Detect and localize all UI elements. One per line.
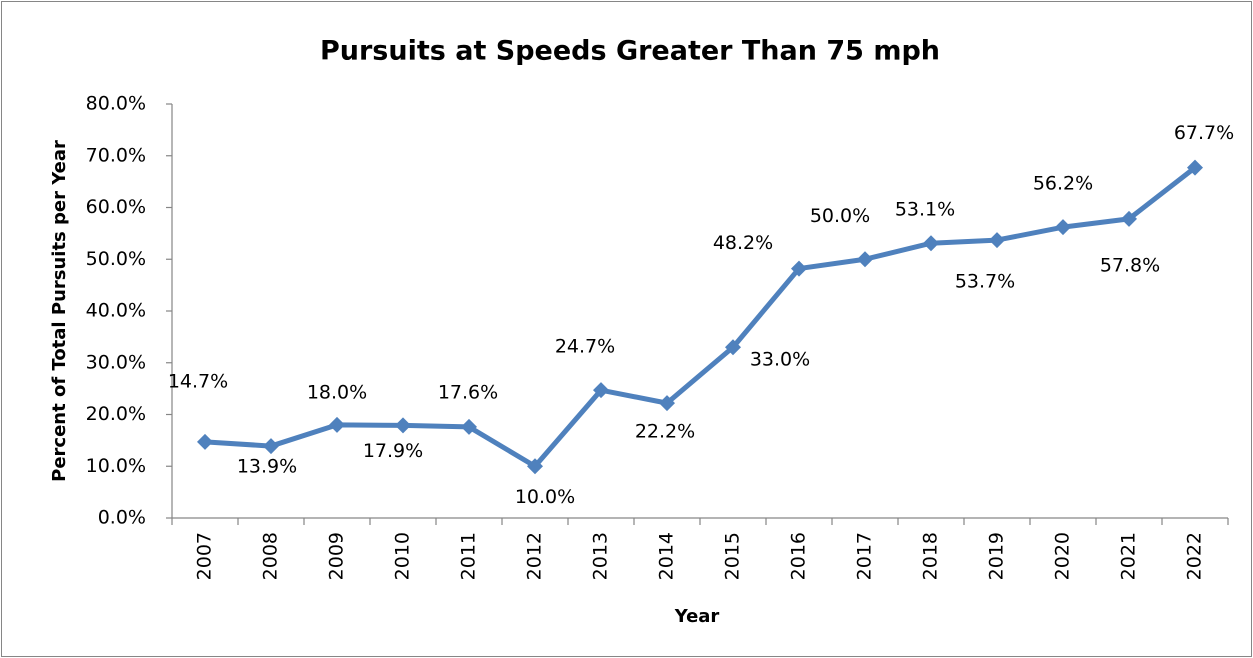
data-point	[395, 417, 411, 434]
data-label: 13.9%	[237, 456, 297, 478]
x-tick-label: 2014	[656, 532, 678, 580]
data-label: 33.0%	[750, 349, 810, 371]
x-axis-label: Year	[674, 606, 720, 627]
x-tick-label: 2020	[1052, 532, 1074, 580]
y-tick-label: 40.0%	[86, 300, 146, 322]
data-point	[923, 235, 939, 252]
data-label: 56.2%	[1033, 173, 1093, 195]
data-label: 53.1%	[895, 199, 955, 221]
y-tick-label: 70.0%	[86, 144, 146, 166]
data-point	[263, 438, 279, 455]
data-point	[527, 458, 543, 475]
x-tick-label: 2018	[920, 532, 942, 580]
x-tick-label: 2008	[260, 532, 282, 580]
data-point	[461, 418, 477, 435]
data-point	[1187, 159, 1203, 176]
data-point	[593, 382, 609, 399]
x-tick-label: 2021	[1118, 532, 1140, 580]
y-tick-label: 10.0%	[86, 455, 146, 477]
data-label: 48.2%	[713, 232, 773, 254]
x-tick-label: 2007	[194, 532, 216, 580]
x-tick-label: 2010	[392, 532, 414, 580]
data-point	[791, 260, 807, 277]
x-tick-label: 2016	[788, 532, 810, 580]
data-label: 10.0%	[515, 486, 575, 508]
data-point	[1121, 210, 1137, 227]
x-tick-label: 2015	[722, 532, 744, 580]
x-tick-label: 2022	[1184, 532, 1206, 580]
y-axis-label: Percent of Total Pursuits per Year	[49, 140, 70, 482]
x-tick-label: 2011	[458, 532, 480, 580]
x-tick-label: 2013	[590, 532, 612, 580]
data-point	[857, 251, 873, 268]
chart-title: Pursuits at Speeds Greater Than 75 mph	[320, 36, 940, 67]
data-label: 57.8%	[1100, 254, 1160, 276]
data-label: 50.0%	[810, 205, 870, 227]
data-point	[989, 232, 1005, 249]
data-point	[329, 416, 345, 433]
data-label: 24.7%	[555, 336, 615, 358]
y-tick-label: 30.0%	[86, 351, 146, 373]
series-line	[204, 165, 1197, 469]
y-tick-label: 50.0%	[86, 248, 146, 270]
x-tick-label: 2019	[986, 532, 1008, 580]
x-tick-label: 2009	[326, 532, 348, 580]
data-label: 14.7%	[168, 370, 228, 392]
x-tick-label: 2012	[524, 532, 546, 580]
data-label: 18.0%	[307, 381, 367, 403]
y-tick-label: 80.0%	[86, 93, 146, 115]
data-label: 17.6%	[438, 381, 498, 403]
x-tick-label: 2017	[854, 532, 876, 580]
data-point	[659, 395, 675, 412]
y-tick-label: 60.0%	[86, 196, 146, 218]
y-tick-label: 20.0%	[86, 403, 146, 425]
data-point	[197, 433, 213, 450]
data-label: 22.2%	[635, 421, 695, 443]
y-tick-label: 0.0%	[98, 507, 146, 529]
data-point	[1055, 219, 1071, 236]
data-point	[725, 339, 741, 356]
data-label: 53.7%	[955, 271, 1015, 293]
data-label: 17.9%	[363, 440, 423, 462]
data-label: 67.7%	[1174, 122, 1234, 144]
